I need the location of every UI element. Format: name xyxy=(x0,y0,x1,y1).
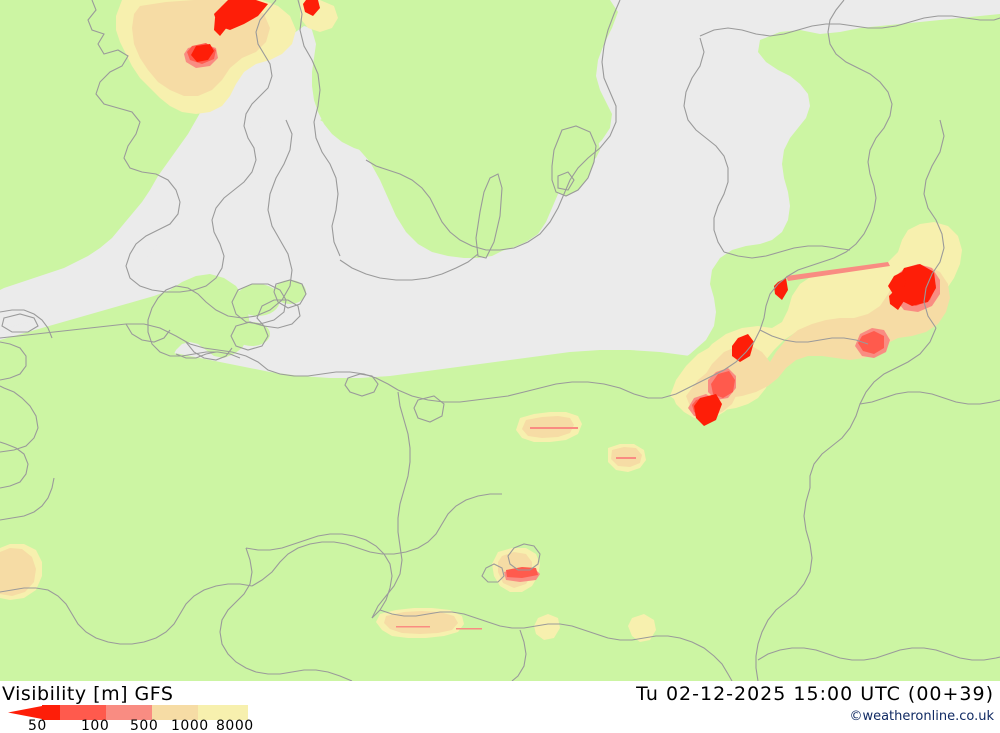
colorbar-tick-500: 500 xyxy=(130,718,159,733)
visibility-band-50 xyxy=(191,0,936,426)
borders-layer xyxy=(0,0,1000,681)
weather-map-canvas[interactable] xyxy=(0,0,1000,681)
copyright-notice[interactable]: ©weatheronline.co.uk xyxy=(849,709,994,724)
landmass-layer xyxy=(0,0,1000,681)
colorbar-band-1000 xyxy=(152,705,198,720)
colorbar-tick-8000: 8000 xyxy=(216,718,254,733)
map-footer: Visibility [m] GFS 50 100 500 1000 8000 … xyxy=(0,681,1000,733)
colorbar-tick-1000: 1000 xyxy=(171,718,209,733)
legend-title: Visibility [m] GFS xyxy=(2,683,174,705)
colorbar-band-500 xyxy=(106,705,152,720)
colorbar[interactable] xyxy=(8,705,248,720)
map-svg xyxy=(0,0,1000,681)
colorbar-svg xyxy=(8,705,248,720)
colorbar-band-8000 xyxy=(198,705,248,720)
forecast-timestamp: Tu 02-12-2025 15:00 UTC (00+39) xyxy=(636,683,994,705)
colorbar-tick-50: 50 xyxy=(28,718,47,733)
colorbar-extend-min-arrow xyxy=(8,706,42,719)
colorbar-tick-100: 100 xyxy=(81,718,110,733)
colorbar-tick-labels: 50 100 500 1000 8000 xyxy=(8,718,258,733)
colorbar-band-100 xyxy=(60,705,106,720)
colorbar-band-50 xyxy=(42,705,60,720)
